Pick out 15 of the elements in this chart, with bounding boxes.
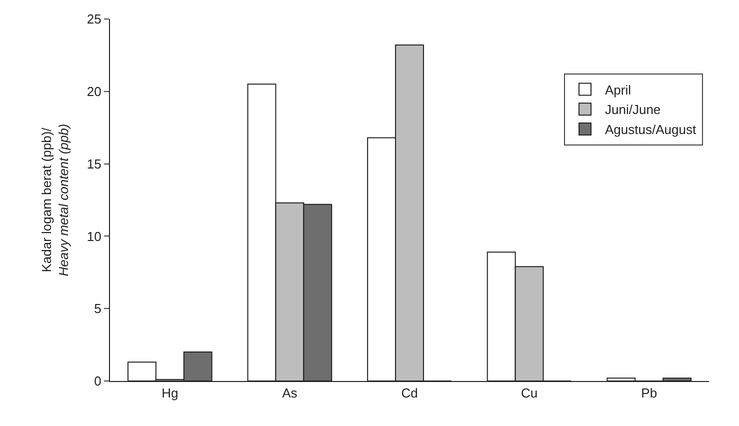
legend-label: Agustus/August: [605, 122, 696, 138]
x-tick-label: As: [282, 386, 298, 401]
x-tick-label: Cd: [401, 386, 418, 401]
x-tick-label: Cu: [520, 386, 538, 401]
y-tick-label: 25: [86, 12, 102, 27]
y-tick-label: 10: [86, 228, 102, 244]
legend-label: Juni/June: [605, 102, 661, 118]
y-tick-label: 0: [94, 374, 102, 389]
legend-label: April: [605, 82, 632, 98]
y-tick-label: 15: [86, 156, 102, 172]
x-tick-label: Hg: [162, 386, 178, 401]
y-tick-label: 20: [86, 84, 102, 99]
y-tick-label: 5: [94, 301, 102, 316]
y-axis-title: Kadar logam berat (ppb)/ Heavy metal content (ppb): [38, 124, 71, 276]
x-tick-label: Pb: [641, 386, 658, 401]
